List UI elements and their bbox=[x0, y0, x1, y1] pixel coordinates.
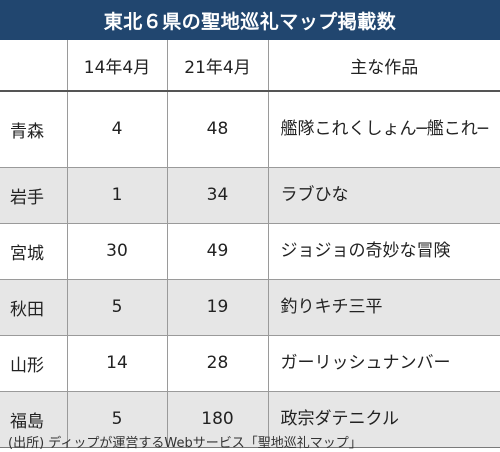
row-prefecture: 山形 bbox=[0, 334, 67, 391]
row-count-2021: 19 bbox=[166, 278, 268, 335]
row-main-work: ガーリッシュナンバー bbox=[267, 334, 500, 391]
row-main-work: 政宗ダテニクル bbox=[267, 390, 500, 447]
row-count-2014: 5 bbox=[66, 278, 167, 335]
header-blank bbox=[0, 40, 67, 92]
row-main-work: 艦隊これくしょん─艦これ─ bbox=[267, 91, 500, 167]
chart-title: 東北６県の聖地巡礼マップ掲載数 bbox=[0, 0, 500, 40]
table-row: 岩手 1 34 ラブひな bbox=[0, 166, 500, 223]
row-count-2014: 1 bbox=[66, 166, 167, 223]
header-2021: 21年4月 bbox=[166, 40, 268, 92]
row-main-work: ジョジョの奇妙な冒険 bbox=[267, 222, 500, 279]
row-count-2014: 5 bbox=[66, 390, 167, 447]
header-works: 主な作品 bbox=[267, 40, 500, 92]
row-prefecture: 岩手 bbox=[0, 166, 67, 223]
row-count-2021: 180 bbox=[166, 390, 268, 447]
row-prefecture: 青森 bbox=[0, 91, 67, 167]
row-count-2021: 49 bbox=[166, 222, 268, 279]
row-count-2021: 48 bbox=[166, 91, 268, 167]
row-main-work: ラブひな bbox=[267, 166, 500, 223]
table-row: 山形 14 28 ガーリッシュナンバー bbox=[0, 334, 500, 391]
row-count-2014: 30 bbox=[66, 222, 167, 279]
row-prefecture: 秋田 bbox=[0, 278, 67, 335]
header-2014: 14年4月 bbox=[66, 40, 167, 92]
row-main-work: 釣りキチ三平 bbox=[267, 278, 500, 335]
table-row: 秋田 5 19 釣りキチ三平 bbox=[0, 278, 500, 335]
table-row: 青森 4 48 艦隊これくしょん─艦これ─ bbox=[0, 91, 500, 167]
row-prefecture: 宮城 bbox=[0, 222, 67, 279]
data-table: 14年4月 21年4月 主な作品 青森 4 48 艦隊これくしょん─艦これ─ 岩… bbox=[0, 40, 500, 448]
row-count-2021: 34 bbox=[166, 166, 268, 223]
row-count-2014: 14 bbox=[66, 334, 167, 391]
source-note: (出所) ディップが運営するWebサービス「聖地巡礼マップ」 bbox=[8, 436, 362, 451]
table-row: 福島 5 180 政宗ダテニクル bbox=[0, 390, 500, 447]
table-header-row: 14年4月 21年4月 主な作品 bbox=[0, 40, 500, 92]
row-prefecture: 福島 bbox=[0, 390, 67, 447]
table-row: 宮城 30 49 ジョジョの奇妙な冒険 bbox=[0, 222, 500, 279]
row-count-2014: 4 bbox=[66, 91, 167, 167]
row-count-2021: 28 bbox=[166, 334, 268, 391]
